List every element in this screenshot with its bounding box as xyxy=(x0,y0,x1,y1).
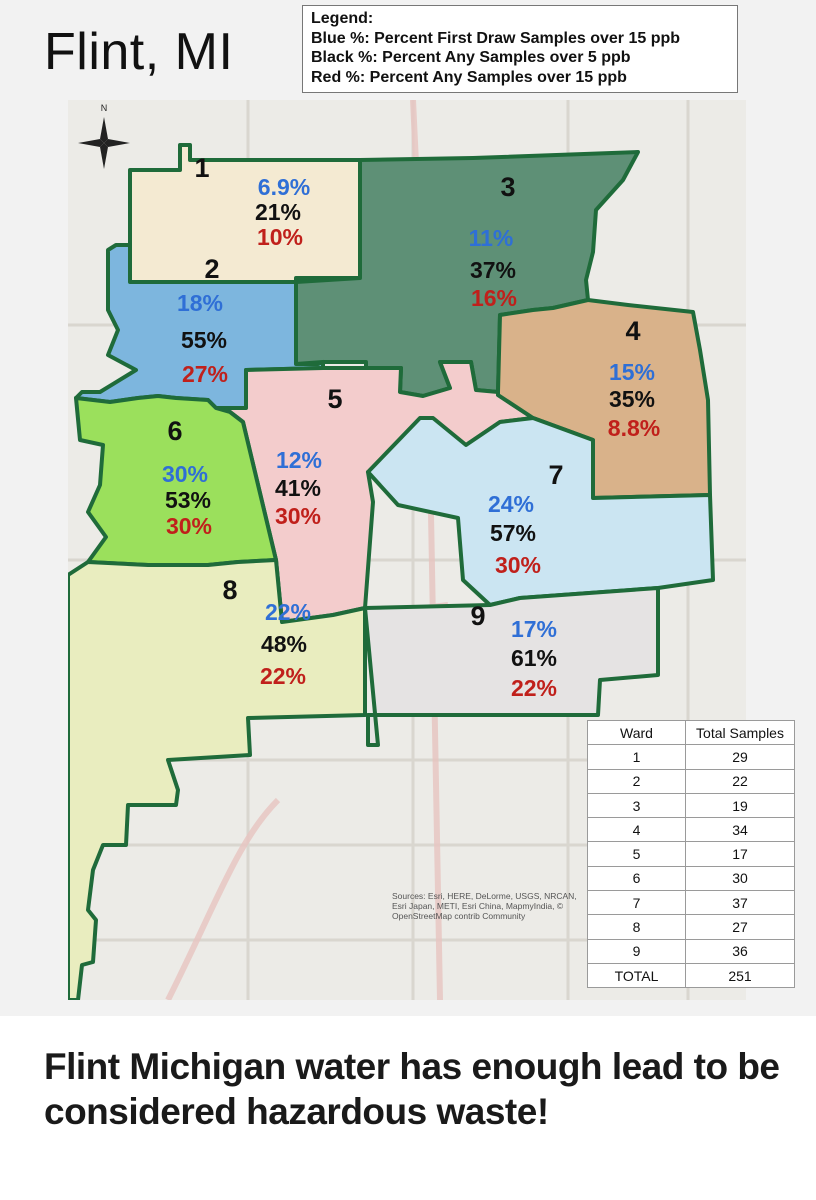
ward-3-blue: 11% xyxy=(469,225,514,251)
table-cell-ward: 5 xyxy=(587,841,686,867)
ward-6-red: 30% xyxy=(166,513,212,539)
ward-2-black: 55% xyxy=(181,327,227,353)
ward-7-area xyxy=(366,416,715,607)
ward-2-number: 2 xyxy=(204,254,219,284)
ward-9-label: 9 17% 61% 22% xyxy=(470,601,557,701)
ward-6-black: 53% xyxy=(165,487,211,513)
legend-heading: Legend: xyxy=(311,10,374,27)
table-cell-total-label: TOTAL xyxy=(587,962,686,989)
table-cell-samples: 30 xyxy=(685,865,795,892)
ward-map: N 1 6.9% 21% 10% 2 18% 55% 27% 3 11% 37%… xyxy=(68,100,746,1000)
table-row: 8 27 xyxy=(587,914,795,940)
table-cell-ward: 3 xyxy=(587,792,686,819)
ward-7-red: 30% xyxy=(495,552,541,578)
table-cell-samples: 17 xyxy=(685,841,795,867)
map-frame: N 1 6.9% 21% 10% 2 18% 55% 27% 3 11% 37%… xyxy=(68,100,746,1000)
ward-4-red: 8.8% xyxy=(608,415,660,441)
ward-1-area xyxy=(128,143,362,284)
ward-3-label: 3 11% 37% 16% xyxy=(469,172,517,311)
table-cell-samples: 29 xyxy=(685,744,795,770)
table-cell-samples: 19 xyxy=(685,792,795,819)
table-total-row: TOTAL 251 xyxy=(587,962,795,989)
ward-9-blue: 17% xyxy=(511,616,557,642)
ward-5-label: 5 12% 41% 30% xyxy=(275,384,343,529)
legend-red-entry: Red %: Percent Any Samples over 15 ppb xyxy=(311,68,627,86)
table-cell-samples: 22 xyxy=(685,768,795,794)
ward-6-label: 6 30% 53% 30% xyxy=(162,416,212,539)
table-cell-ward: 1 xyxy=(587,744,686,770)
table-header-ward: Ward xyxy=(587,719,686,746)
ward-8-label: 8 22% 48% 22% xyxy=(222,575,311,689)
table-row: 7 37 xyxy=(587,890,795,916)
table-header-row: Ward Total Samples xyxy=(587,719,795,746)
table-cell-total-value: 251 xyxy=(685,962,795,989)
table-cell-ward: 6 xyxy=(587,865,686,892)
ward-1-red: 10% xyxy=(257,224,303,250)
ward-7-black: 57% xyxy=(490,520,536,546)
ward-7-blue: 24% xyxy=(488,491,534,517)
table-row: 6 30 xyxy=(587,865,795,892)
table-header-total-samples: Total Samples xyxy=(685,719,795,746)
ward-4-blue: 15% xyxy=(609,359,655,385)
ward-3-number: 3 xyxy=(500,172,515,202)
table-cell-samples: 37 xyxy=(685,890,795,916)
legend-black-entry: Black %: Percent Any Samples over 5 ppb xyxy=(311,49,631,66)
ward-3-red: 16% xyxy=(471,285,517,311)
ward-7-label: 7 24% 57% 30% xyxy=(488,460,564,578)
table-cell-ward: 2 xyxy=(587,768,686,794)
table-cell-samples: 27 xyxy=(685,914,795,940)
table-row: 5 17 xyxy=(587,841,795,867)
map-title: Flint, MI xyxy=(44,23,234,81)
ward-4-number: 4 xyxy=(625,316,640,346)
table-row: 9 36 xyxy=(587,938,795,964)
table-row: 3 19 xyxy=(587,792,795,819)
table-cell-ward: 4 xyxy=(587,817,686,843)
compass-north-label: N xyxy=(101,103,108,113)
ward-9-area xyxy=(363,586,660,747)
ward-8-number: 8 xyxy=(222,575,237,605)
ward-9-number: 9 xyxy=(470,601,485,631)
table-cell-ward: 8 xyxy=(587,914,686,940)
map-figure: Flint, MI Legend: Blue %: Percent First … xyxy=(0,0,816,1016)
table-cell-ward: 9 xyxy=(587,938,686,964)
ward-6-blue: 30% xyxy=(162,461,208,487)
ward-2-red: 27% xyxy=(182,361,228,387)
ward-8-red: 22% xyxy=(260,663,306,689)
table-row: 2 22 xyxy=(587,768,795,794)
ward-3-black: 37% xyxy=(470,257,516,283)
ward-1-blue: 6.9% xyxy=(258,174,310,200)
ward-9-red: 22% xyxy=(511,675,557,701)
ward-1-black: 21% xyxy=(255,199,301,225)
ward-8-black: 48% xyxy=(261,631,307,657)
ward-4-black: 35% xyxy=(609,386,655,412)
ward-1-number: 1 xyxy=(194,153,209,183)
total-samples-table: Ward Total Samples 1 29 2 22 3 19 4 34 5 17 6… xyxy=(587,719,795,989)
map-sources-attribution: Sources: Esri, HERE, DeLorme, USGS, NRCA… xyxy=(392,891,577,921)
ward-2-blue: 18% xyxy=(177,290,223,316)
ward-5-number: 5 xyxy=(327,384,342,414)
legend-box: Legend: Blue %: Percent First Draw Sampl… xyxy=(302,5,738,93)
ward-5-blue: 12% xyxy=(276,447,322,473)
ward-9-black: 61% xyxy=(511,645,557,671)
ward-4-label: 4 15% 35% 8.8% xyxy=(608,316,660,441)
ward-5-red: 30% xyxy=(275,503,321,529)
post-caption: Flint Michigan water has enough lead to … xyxy=(44,1046,780,1132)
ward-1-label: 1 6.9% 21% 10% xyxy=(194,153,310,250)
ward-7-number: 7 xyxy=(548,460,563,490)
table-row: 1 29 xyxy=(587,744,795,770)
legend-blue-entry: Blue %: Percent First Draw Samples over … xyxy=(311,29,681,47)
table-cell-samples: 36 xyxy=(685,938,795,964)
ward-2-label: 2 18% 55% 27% xyxy=(177,254,228,387)
compass-icon: N xyxy=(78,103,130,169)
table-cell-ward: 7 xyxy=(587,890,686,916)
ward-6-number: 6 xyxy=(167,416,182,446)
ward-8-blue: 22% xyxy=(265,599,311,625)
ward-8-area xyxy=(68,558,367,1000)
ward-5-black: 41% xyxy=(275,475,321,501)
table-row: 4 34 xyxy=(587,817,795,843)
table-cell-samples: 34 xyxy=(685,817,795,843)
